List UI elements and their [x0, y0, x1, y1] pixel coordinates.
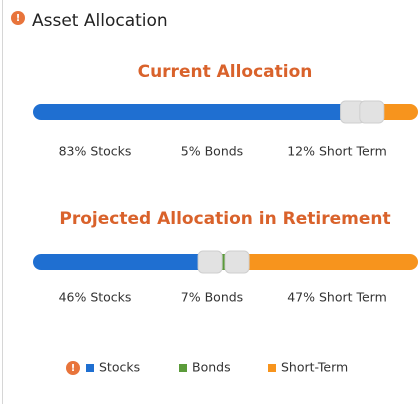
bar-segment [33, 254, 211, 270]
slider-handle[interactable] [224, 250, 250, 274]
legend-label: Bonds [192, 360, 231, 375]
segment-label: 5% Bonds [181, 144, 243, 159]
segment-label: 12% Short Term [287, 144, 387, 159]
icon-glyph: ! [71, 363, 76, 374]
segment-label: 46% Stocks [59, 290, 132, 305]
legend-swatch [268, 364, 276, 372]
legend-swatch [179, 364, 187, 372]
bar-segment [237, 254, 418, 270]
section-title: Current Allocation [138, 62, 313, 82]
svg-text:!: ! [16, 13, 21, 24]
slider-handle[interactable] [197, 250, 223, 274]
segment-label: 83% Stocks [59, 144, 132, 159]
segment-label: 47% Short Term [287, 290, 387, 305]
segment-label: 7% Bonds [181, 290, 243, 305]
icon-circle [66, 361, 80, 375]
bar-segment [33, 104, 353, 120]
legend-label: Stocks [99, 360, 140, 375]
legend-label: Short-Term [281, 360, 348, 375]
slider-handle[interactable] [359, 100, 385, 124]
section-title: Projected Allocation in Retirement [59, 209, 390, 229]
legend-swatch [86, 364, 94, 372]
legend-info-icon[interactable]: ! [66, 361, 80, 375]
info-icon[interactable]: ! [11, 11, 25, 25]
widget-title: Asset Allocation [32, 11, 168, 31]
